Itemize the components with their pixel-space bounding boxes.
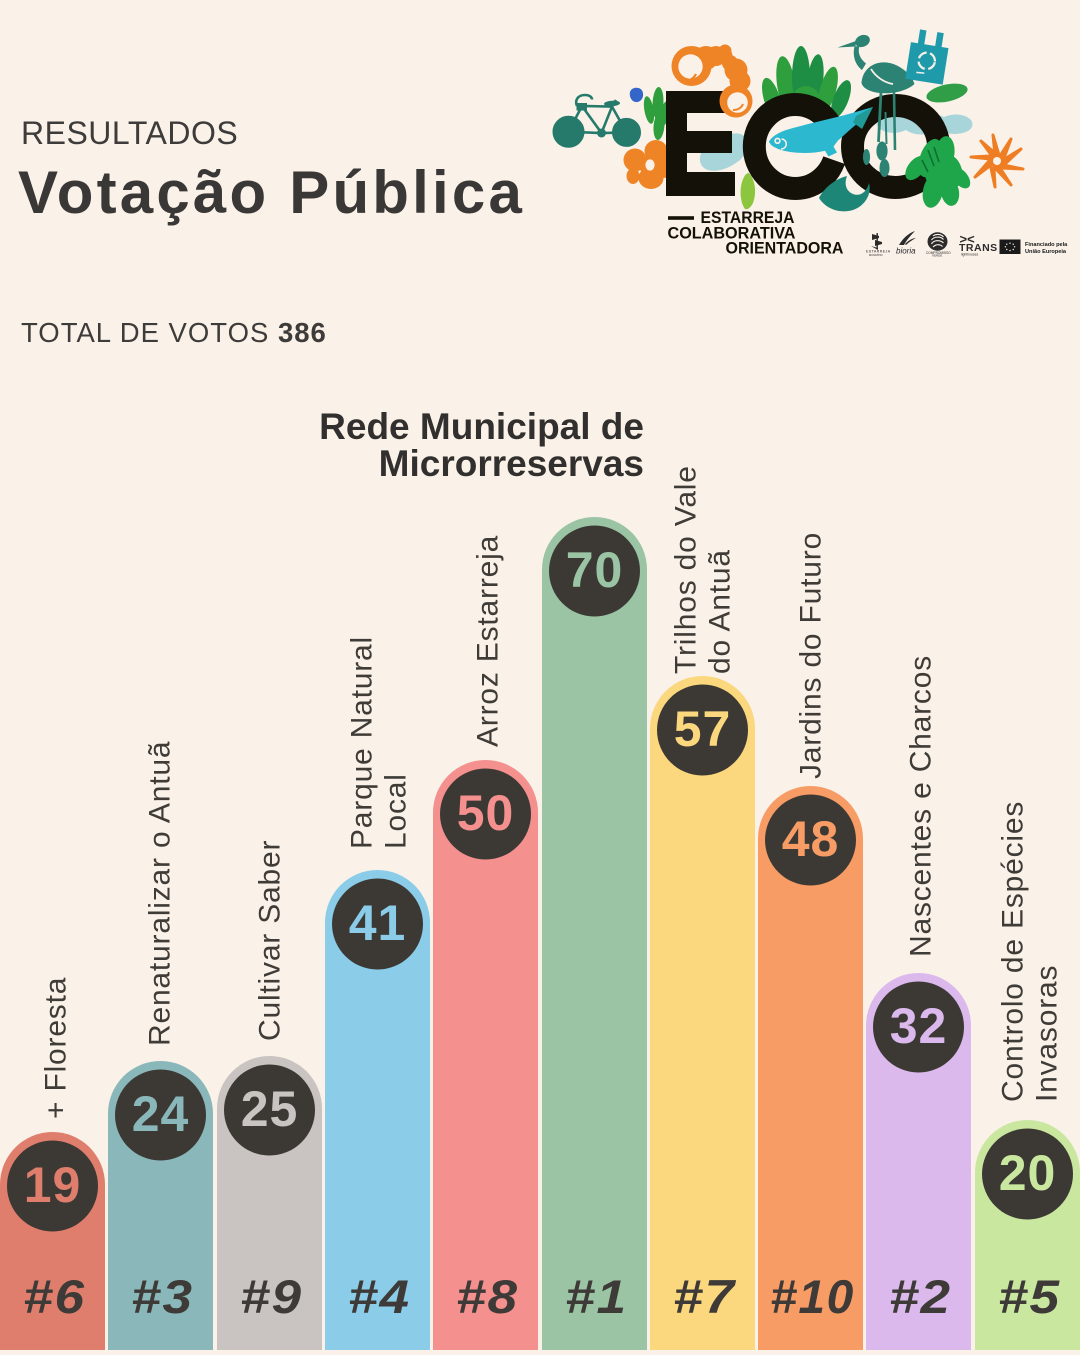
svg-text:do Antuã: do Antuã xyxy=(704,549,737,674)
svg-text:#10: #10 xyxy=(770,1271,855,1323)
svg-text:Financiado pela: Financiado pela xyxy=(1025,242,1068,248)
svg-text:Invasoras: Invasoras xyxy=(1031,965,1064,1102)
svg-text:Controlo de Espécies: Controlo de Espécies xyxy=(997,801,1030,1102)
svg-text:19: 19 xyxy=(24,1157,82,1213)
svg-text:bioria: bioria xyxy=(896,247,916,256)
svg-text:ESTARREJA: ESTARREJA xyxy=(701,208,795,227)
svg-text:Arroz Estarreja: Arroz Estarreja xyxy=(472,535,505,747)
svg-text:20: 20 xyxy=(999,1145,1057,1201)
svg-text:Microrreservas: Microrreservas xyxy=(379,443,644,484)
svg-text:COLABORATIVA: COLABORATIVA xyxy=(668,224,796,243)
svg-text:MUNICÍPIO: MUNICÍPIO xyxy=(869,253,883,257)
svg-text:><: >< xyxy=(960,232,976,247)
svg-text:ORIENTADORA: ORIENTADORA xyxy=(726,239,844,258)
svg-text:COMPROMISSO: COMPROMISSO xyxy=(926,251,951,255)
svg-text:TOTAL DE VOTOS 386: TOTAL DE VOTOS 386 xyxy=(21,317,327,348)
svg-text:32: 32 xyxy=(890,998,948,1054)
svg-text:#1: #1 xyxy=(565,1271,627,1323)
svg-text:Cultivar Saber: Cultivar Saber xyxy=(254,840,287,1041)
svg-text:#2: #2 xyxy=(889,1271,951,1323)
svg-text:Local: Local xyxy=(380,773,413,849)
svg-text:24: 24 xyxy=(132,1086,190,1142)
svg-text:TRANS: TRANS xyxy=(959,242,998,254)
svg-text:#7: #7 xyxy=(673,1271,736,1323)
svg-text:Trilhos do Vale: Trilhos do Vale xyxy=(670,465,703,674)
svg-text:#3: #3 xyxy=(131,1271,193,1323)
svg-text:Parque Natural: Parque Natural xyxy=(346,636,379,849)
svg-text:25: 25 xyxy=(241,1081,299,1137)
svg-text:ESTARREJA: ESTARREJA xyxy=(866,250,891,254)
svg-text:#9: #9 xyxy=(240,1271,302,1323)
svg-text:União Europeia: União Europeia xyxy=(1025,249,1067,255)
svg-text:VERDE: VERDE xyxy=(932,254,942,258)
svg-text:#8: #8 xyxy=(456,1271,518,1323)
svg-text:lighthouses: lighthouses xyxy=(961,253,978,257)
svg-text:#4: #4 xyxy=(348,1271,410,1323)
svg-text:#5: #5 xyxy=(998,1271,1060,1323)
svg-text:48: 48 xyxy=(782,811,840,867)
svg-text:Rede Municipal de: Rede Municipal de xyxy=(319,406,644,447)
svg-text:Nascentes e Charcos: Nascentes e Charcos xyxy=(905,655,938,957)
svg-text:50: 50 xyxy=(457,785,515,841)
svg-text:Renaturalizar o Antuã: Renaturalizar o Antuã xyxy=(144,741,177,1046)
svg-text:41: 41 xyxy=(349,895,407,951)
svg-text:57: 57 xyxy=(674,701,732,757)
svg-text:#6: #6 xyxy=(23,1271,85,1323)
svg-text:+ Floresta: + Floresta xyxy=(40,977,73,1119)
svg-text:Votação Pública: Votação Pública xyxy=(18,159,525,226)
svg-text:70: 70 xyxy=(566,542,624,598)
svg-text:RESULTADOS: RESULTADOS xyxy=(21,115,238,151)
svg-text:Jardins do Futuro: Jardins do Futuro xyxy=(795,532,828,779)
